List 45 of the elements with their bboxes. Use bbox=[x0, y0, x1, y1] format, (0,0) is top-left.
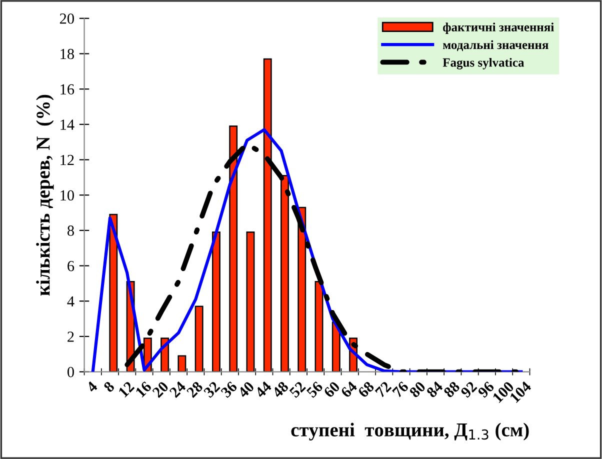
x-tick-label: 92 bbox=[460, 380, 478, 398]
y-tick-label: 20 bbox=[60, 14, 74, 24]
y-tick-label: 0 bbox=[68, 366, 74, 378]
x-tick-label: 76 bbox=[392, 380, 410, 398]
x-tick-label: 96 bbox=[477, 380, 495, 398]
y-tick-label: 12 bbox=[60, 154, 74, 166]
bar bbox=[178, 355, 186, 372]
y-tick-label: 8 bbox=[68, 226, 74, 236]
x-tick-label: 24 bbox=[169, 380, 186, 398]
y-tick-label: 6 bbox=[68, 260, 74, 272]
y-tick-label: 10 bbox=[60, 190, 74, 201]
y-tick-label: 2 bbox=[68, 332, 74, 342]
x-tick-label: 36 bbox=[220, 380, 238, 398]
legend-label: модальні значення bbox=[442, 40, 548, 52]
legend-label: фактичні значенняі bbox=[443, 22, 554, 34]
x-tick-label: 88 bbox=[443, 380, 460, 398]
legend-label: Fagus sylvatica bbox=[442, 58, 524, 70]
x-tick-label: 68 bbox=[357, 380, 375, 398]
x-tick-label: 20 bbox=[152, 380, 170, 398]
y-axis-title: кількість дерев, N (%) bbox=[36, 94, 54, 296]
x-tick-label: 8 bbox=[103, 380, 116, 393]
x-tick-label: 56 bbox=[306, 380, 324, 398]
bar bbox=[212, 232, 220, 372]
x-tick-label: 64 bbox=[340, 380, 358, 398]
x-tick-label: 84 bbox=[426, 380, 444, 398]
bar bbox=[194, 306, 204, 372]
bar bbox=[246, 232, 255, 372]
x-axis-title: ступені товщини, Д$_{1.3}$ (см) bbox=[291, 422, 529, 440]
y-tick-label: 18 bbox=[60, 48, 74, 60]
x-tick-label: 40 bbox=[237, 380, 255, 398]
x-tick-label: 52 bbox=[288, 380, 306, 398]
x-tick-label: 32 bbox=[203, 380, 220, 398]
x-tick-label: 12 bbox=[118, 380, 135, 398]
x-tick-label: 28 bbox=[186, 380, 204, 398]
x-tick-label: 16 bbox=[135, 380, 152, 398]
x-tick-label: 48 bbox=[271, 380, 290, 398]
x-tick-label: 80 bbox=[408, 380, 426, 398]
y-tick-label: 16 bbox=[60, 84, 74, 94]
x-tick-label: 44 bbox=[254, 380, 272, 398]
x-tick-label: 4 bbox=[86, 380, 98, 393]
x-tick-label: 72 bbox=[374, 380, 392, 398]
bar bbox=[109, 214, 118, 372]
y-tick-label: 14 bbox=[60, 120, 74, 130]
x-tick-label: 60 bbox=[323, 380, 340, 398]
y-tick-label: 4 bbox=[67, 296, 74, 306]
